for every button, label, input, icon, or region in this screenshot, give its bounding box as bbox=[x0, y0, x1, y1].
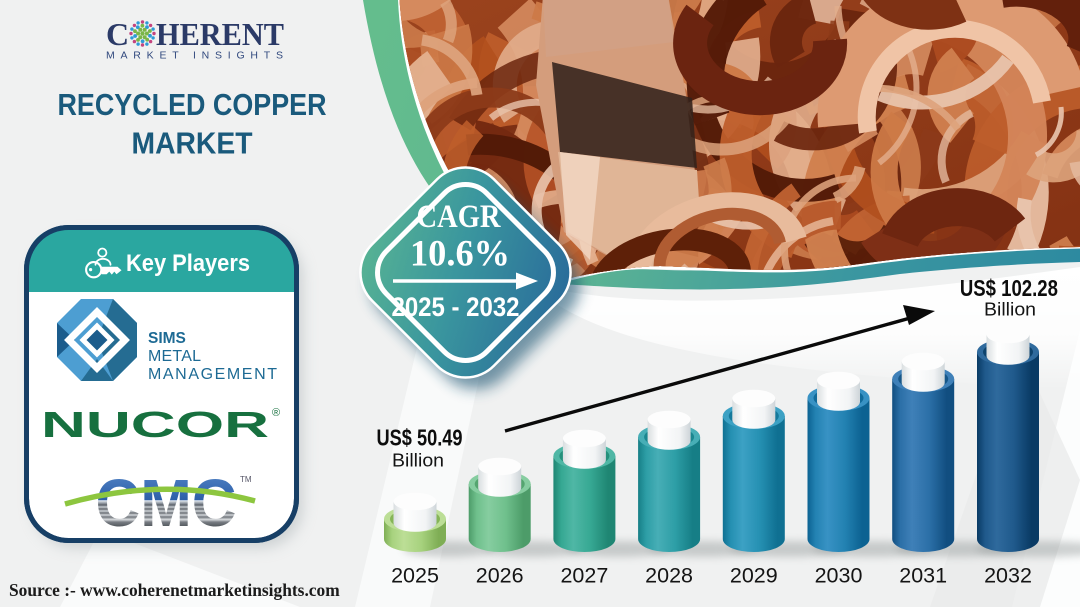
svg-text:2032: 2032 bbox=[984, 564, 1032, 588]
svg-text:Billion: Billion bbox=[984, 299, 1036, 320]
svg-text:Key Players: Key Players bbox=[126, 250, 250, 277]
svg-text:2029: 2029 bbox=[730, 564, 778, 588]
svg-text:US$ 102.28: US$ 102.28 bbox=[960, 275, 1058, 301]
svg-text:Source :- www.coherenetmarket: Source :- www.coherenetmarketinsights.co… bbox=[9, 580, 340, 600]
svg-text:CAGR: CAGR bbox=[417, 199, 502, 235]
svg-text:RECYCLED COPPER: RECYCLED COPPER bbox=[58, 88, 327, 122]
svg-text:US$ 50.49: US$ 50.49 bbox=[377, 425, 463, 451]
svg-text:CMC: CMC bbox=[96, 466, 237, 541]
svg-text:NUCOR: NUCOR bbox=[41, 404, 269, 445]
svg-text:MARKET: MARKET bbox=[132, 127, 253, 161]
svg-text:2030: 2030 bbox=[815, 564, 863, 588]
svg-text:10.6%: 10.6% bbox=[410, 234, 510, 275]
svg-text:2027: 2027 bbox=[560, 564, 608, 588]
svg-text:C: C bbox=[106, 16, 129, 52]
svg-text:MARKET INSIGHTS: MARKET INSIGHTS bbox=[106, 50, 283, 62]
svg-text:2026: 2026 bbox=[476, 564, 524, 588]
svg-text:SIMS: SIMS bbox=[148, 330, 186, 347]
svg-text:HERENT: HERENT bbox=[156, 16, 284, 52]
svg-text:2025 - 2032: 2025 - 2032 bbox=[392, 292, 520, 322]
svg-text:METAL: METAL bbox=[148, 348, 201, 365]
svg-text:TM: TM bbox=[240, 475, 252, 484]
svg-text:Billion: Billion bbox=[392, 449, 444, 470]
svg-text:2028: 2028 bbox=[645, 564, 693, 588]
svg-text:2031: 2031 bbox=[899, 564, 947, 588]
svg-text:MANAGEMENT: MANAGEMENT bbox=[148, 366, 277, 383]
svg-text:®: ® bbox=[272, 407, 280, 419]
svg-text:2025: 2025 bbox=[391, 564, 439, 588]
